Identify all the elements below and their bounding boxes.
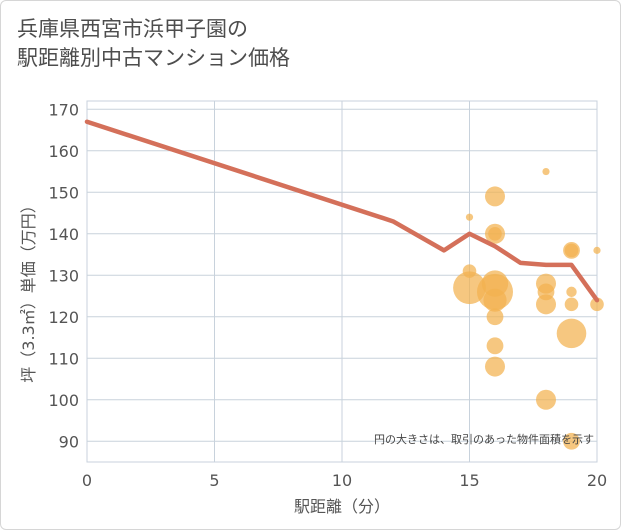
average-price-line xyxy=(84,119,600,303)
data-bubble xyxy=(556,318,587,349)
data-bubble xyxy=(483,288,507,312)
y-tick-label: 160 xyxy=(48,142,79,161)
data-bubble xyxy=(563,432,580,450)
data-bubble xyxy=(465,213,474,221)
data-bubble xyxy=(536,389,556,410)
data-bubble xyxy=(486,308,504,326)
data-bubble xyxy=(566,286,577,298)
x-tick-label: 15 xyxy=(459,471,479,490)
data-bubble xyxy=(486,337,504,355)
x-axis-label: 駅距離（分） xyxy=(294,497,390,516)
data-bubble xyxy=(488,226,502,241)
data-bubble xyxy=(485,186,505,207)
data-bubble xyxy=(564,243,579,258)
y-tick-label: 110 xyxy=(48,349,79,368)
average-line xyxy=(84,119,600,303)
x-tick-label: 10 xyxy=(332,471,352,490)
bubbles xyxy=(453,167,604,450)
data-bubble xyxy=(536,294,556,315)
data-bubble xyxy=(564,297,579,312)
y-tick-label: 170 xyxy=(48,100,79,119)
y-tick-label: 150 xyxy=(48,183,79,202)
grid xyxy=(86,100,598,463)
y-tick-label: 100 xyxy=(48,391,79,410)
y-tick-label: 90 xyxy=(59,432,79,451)
y-tick-label: 130 xyxy=(48,266,79,285)
axes: 0 5 10 15 20 90 100 110 120 130 140 150 160 170 xyxy=(48,100,607,490)
x-tick-label: 0 xyxy=(82,471,92,490)
data-bubble xyxy=(485,356,505,377)
bubble-size-note: 円の大きさは、取引のあった物件面積を示す xyxy=(374,432,594,446)
data-bubble xyxy=(542,167,550,176)
y-axis-label: 坪（3.3㎡）単価（万円） xyxy=(19,197,38,382)
x-tick-label: 20 xyxy=(587,471,607,490)
chart-title: 兵庫県西宮市浜甲子園の 駅距離別中古マンション価格 xyxy=(17,17,290,70)
data-bubble xyxy=(590,297,604,312)
y-tick-label: 120 xyxy=(48,308,79,327)
data-bubble xyxy=(593,246,601,254)
y-tick-label: 140 xyxy=(48,225,79,244)
x-tick-label: 5 xyxy=(209,471,219,490)
